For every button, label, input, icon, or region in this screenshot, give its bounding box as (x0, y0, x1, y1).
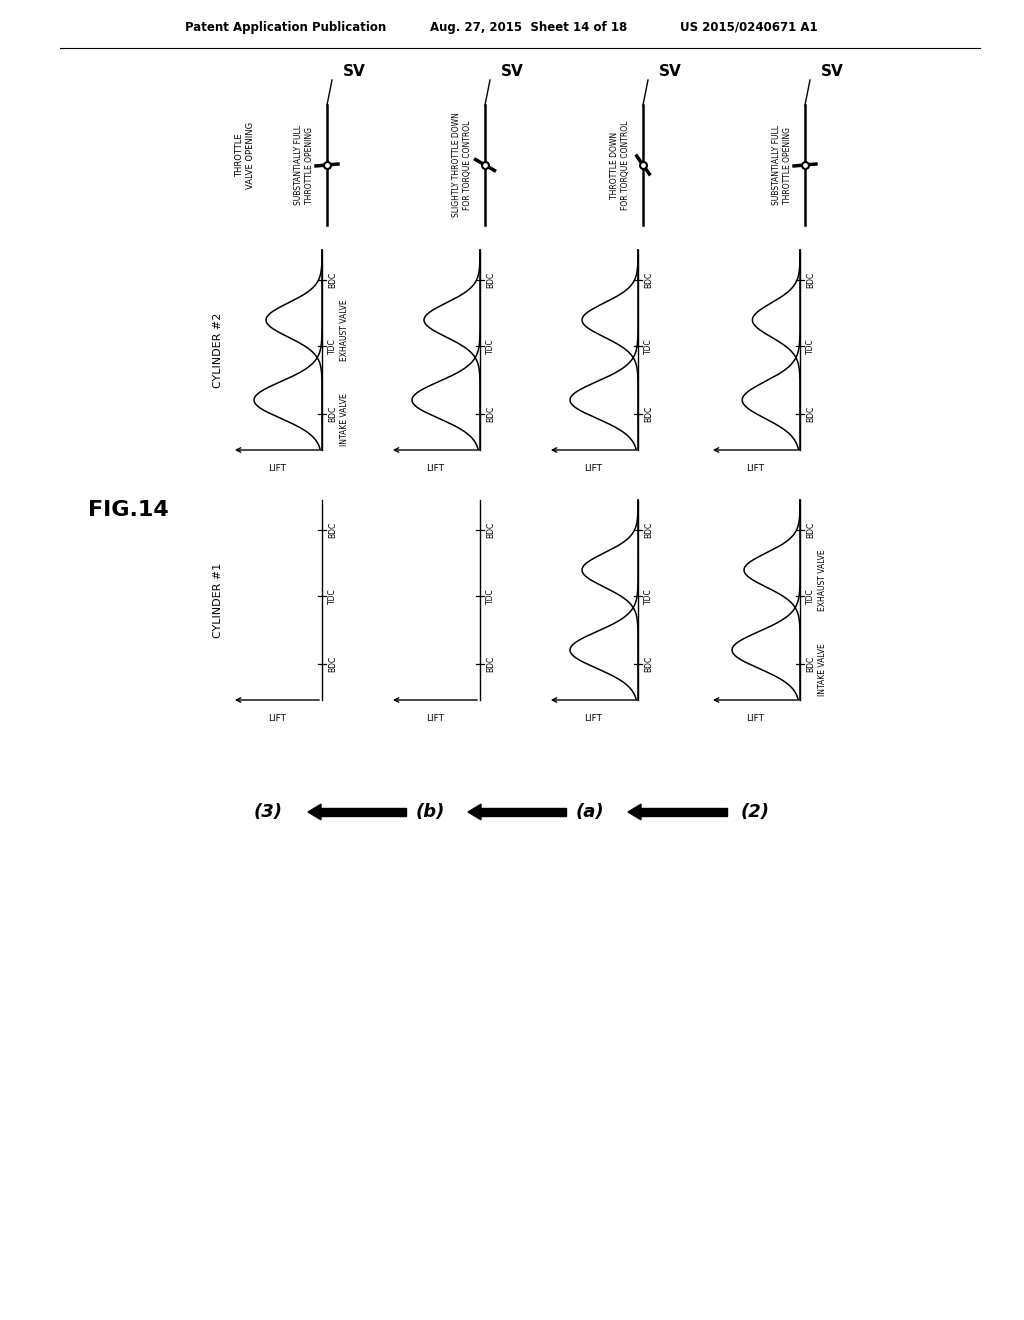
Text: TDC: TDC (644, 589, 653, 603)
Text: BDC: BDC (644, 405, 653, 422)
Text: TDC: TDC (644, 338, 653, 354)
Text: (2): (2) (740, 803, 769, 821)
Text: Aug. 27, 2015  Sheet 14 of 18: Aug. 27, 2015 Sheet 14 of 18 (430, 21, 628, 33)
Text: CYLINDER #2: CYLINDER #2 (213, 313, 223, 388)
Text: LIFT: LIFT (584, 465, 602, 473)
Text: THROTTLE DOWN
FOR TORQUE CONTROL: THROTTLE DOWN FOR TORQUE CONTROL (610, 120, 630, 210)
Text: Patent Application Publication: Patent Application Publication (185, 21, 386, 33)
Text: (3): (3) (254, 803, 283, 821)
Text: BDC: BDC (486, 656, 495, 672)
Text: LIFT: LIFT (426, 465, 444, 473)
Polygon shape (468, 804, 481, 820)
Text: FIG.14: FIG.14 (88, 500, 169, 520)
Text: BDC: BDC (486, 521, 495, 539)
Polygon shape (628, 804, 641, 820)
Text: (b): (b) (416, 803, 444, 821)
Text: TDC: TDC (486, 338, 495, 354)
Polygon shape (321, 808, 406, 816)
Text: TDC: TDC (486, 589, 495, 603)
Text: LIFT: LIFT (746, 714, 764, 723)
Text: SV: SV (658, 65, 681, 79)
Text: BDC: BDC (806, 405, 815, 422)
Polygon shape (308, 804, 321, 820)
Text: BDC: BDC (328, 521, 337, 539)
Text: SV: SV (343, 65, 366, 79)
Text: BDC: BDC (486, 272, 495, 288)
Text: BDC: BDC (806, 521, 815, 539)
Text: INTAKE VALVE: INTAKE VALVE (818, 644, 827, 697)
Text: TDC: TDC (328, 589, 337, 603)
Text: SUBSTANTIALLY FULL
THROTTLE OPENING: SUBSTANTIALLY FULL THROTTLE OPENING (294, 125, 313, 205)
Text: BDC: BDC (328, 656, 337, 672)
Text: SV: SV (820, 65, 844, 79)
Text: LIFT: LIFT (426, 714, 444, 723)
Text: THROTTLE
VALVE OPENING: THROTTLE VALVE OPENING (236, 121, 255, 189)
Text: BDC: BDC (644, 272, 653, 288)
Text: BDC: BDC (328, 272, 337, 288)
Text: CYLINDER #1: CYLINDER #1 (213, 562, 223, 638)
Text: BDC: BDC (806, 656, 815, 672)
Text: TDC: TDC (328, 338, 337, 354)
Text: EXHAUST VALVE: EXHAUST VALVE (818, 549, 827, 611)
Text: TDC: TDC (806, 589, 815, 603)
Text: US 2015/0240671 A1: US 2015/0240671 A1 (680, 21, 817, 33)
Text: BDC: BDC (644, 521, 653, 539)
Text: LIFT: LIFT (268, 465, 286, 473)
Polygon shape (641, 808, 727, 816)
Text: BDC: BDC (644, 656, 653, 672)
Text: (a): (a) (575, 803, 604, 821)
Polygon shape (481, 808, 566, 816)
Text: LIFT: LIFT (268, 714, 286, 723)
Text: LIFT: LIFT (746, 465, 764, 473)
Text: BDC: BDC (328, 405, 337, 422)
Text: EXHAUST VALVE: EXHAUST VALVE (340, 300, 349, 360)
Text: BDC: BDC (486, 405, 495, 422)
Text: SV: SV (501, 65, 523, 79)
Text: INTAKE VALVE: INTAKE VALVE (340, 393, 349, 446)
Text: BDC: BDC (806, 272, 815, 288)
Text: LIFT: LIFT (584, 714, 602, 723)
Text: SLIGHTLY THROTTLE DOWN
FOR TORQUE CONTROL: SLIGHTLY THROTTLE DOWN FOR TORQUE CONTRO… (453, 112, 472, 218)
Text: SUBSTANTIALLY FULL
THROTTLE OPENING: SUBSTANTIALLY FULL THROTTLE OPENING (772, 125, 792, 205)
Text: TDC: TDC (806, 338, 815, 354)
